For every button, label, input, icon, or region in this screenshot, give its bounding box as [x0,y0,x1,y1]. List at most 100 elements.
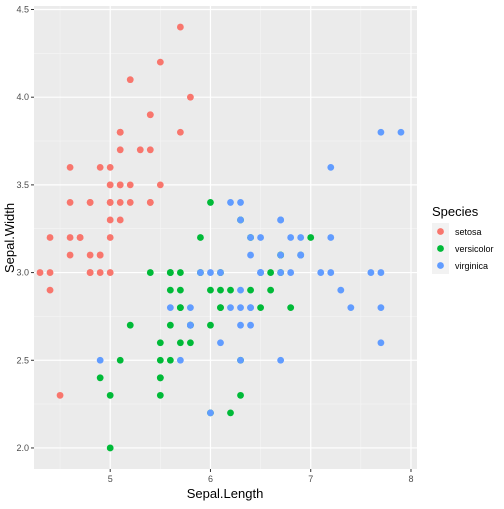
data-point-setosa [116,146,124,154]
data-point-setosa [176,23,184,31]
data-point-virginica [397,128,405,136]
data-point-virginica [257,234,264,241]
data-point-versicolor [257,304,264,312]
data-point-versicolor [176,269,184,276]
data-point-virginica [337,286,345,294]
data-point-versicolor [267,269,275,276]
data-point-versicolor [207,321,214,329]
data-point-virginica [207,409,214,417]
data-point-versicolor [176,304,184,312]
data-point-virginica [237,216,244,224]
data-point-virginica [227,199,234,206]
data-point-virginica [377,304,385,312]
legend-key-setosa [437,228,444,235]
data-point-setosa [126,181,134,189]
data-point-versicolor [146,269,154,276]
data-point-versicolor [106,444,114,452]
data-point-versicolor [207,286,214,294]
data-point-setosa [146,111,154,119]
data-point-versicolor [176,339,184,347]
x-tick-label: 7 [308,474,313,484]
data-point-setosa [146,199,154,206]
legend-label-setosa: setosa [455,227,482,237]
data-point-virginica [377,128,385,136]
data-point-versicolor [166,286,174,294]
data-point-virginica [197,269,204,276]
data-point-setosa [126,76,134,84]
data-point-setosa [116,199,124,206]
data-point-setosa [116,216,124,224]
data-point-setosa [66,163,74,171]
data-point-setosa [136,146,144,154]
plot-panel [34,6,417,469]
data-point-versicolor [267,286,275,294]
data-point-setosa [66,251,74,259]
data-point-setosa [126,199,134,206]
y-tick-label: 4.5 [16,5,29,15]
data-point-virginica [237,304,244,312]
data-point-virginica [237,356,244,364]
data-point-versicolor [156,391,164,399]
data-point-setosa [146,146,154,154]
x-axis-label: Sepal.Length [187,486,264,501]
data-point-setosa [56,391,64,399]
data-point-virginica [277,216,285,224]
data-point-virginica [227,304,234,312]
data-point-virginica [347,304,355,312]
data-point-versicolor [106,391,114,399]
data-point-virginica [317,269,325,276]
data-point-virginica [187,321,194,329]
data-point-virginica [377,269,385,276]
data-point-virginica [247,304,254,312]
data-point-setosa [187,93,194,101]
data-point-setosa [96,163,104,171]
y-axis-ticks: 2.0 2.5 3.0 3.5 4.0 4.5 [16,5,34,453]
data-point-versicolor [126,321,134,329]
data-point-versicolor [116,356,124,364]
data-point-versicolor [166,321,174,329]
data-point-versicolor [247,286,254,294]
data-point-virginica [327,163,335,171]
data-point-virginica [327,269,335,276]
data-point-setosa [96,251,104,259]
data-point-setosa [106,199,114,206]
data-point-setosa [86,199,94,206]
data-point-setosa [106,181,114,189]
data-point-virginica [287,269,295,276]
data-point-setosa [106,216,114,224]
data-point-setosa [76,234,84,241]
data-point-versicolor [156,339,164,347]
data-point-versicolor [307,234,315,241]
data-points [36,23,405,452]
legend-key-virginica [437,262,444,269]
data-point-virginica [166,304,174,312]
data-point-versicolor [176,286,184,294]
legend: Species setosa versicolor virginica [432,204,494,274]
data-point-setosa [36,269,44,276]
data-point-setosa [46,269,54,276]
x-axis-ticks: 5 6 7 8 [108,469,413,484]
data-point-versicolor [166,269,174,276]
data-point-virginica [277,251,285,259]
data-point-versicolor [217,304,224,312]
data-point-setosa [156,181,164,189]
data-point-setosa [86,269,94,276]
data-point-setosa [106,269,114,276]
data-point-versicolor [207,199,214,206]
data-point-versicolor [166,356,174,364]
y-tick-label: 4.0 [16,92,29,102]
data-point-virginica [297,234,305,241]
data-point-virginica [277,356,285,364]
data-point-virginica [237,321,244,329]
data-point-setosa [106,234,114,241]
data-point-virginica [377,339,385,347]
data-point-virginica [327,234,335,241]
data-point-setosa [176,128,184,136]
data-point-versicolor [217,286,224,294]
data-point-versicolor [227,409,234,417]
y-tick-label: 2.5 [16,355,29,365]
y-axis-label: Sepal.Width [2,203,17,273]
data-point-virginica [297,251,305,259]
data-point-setosa [106,163,114,171]
